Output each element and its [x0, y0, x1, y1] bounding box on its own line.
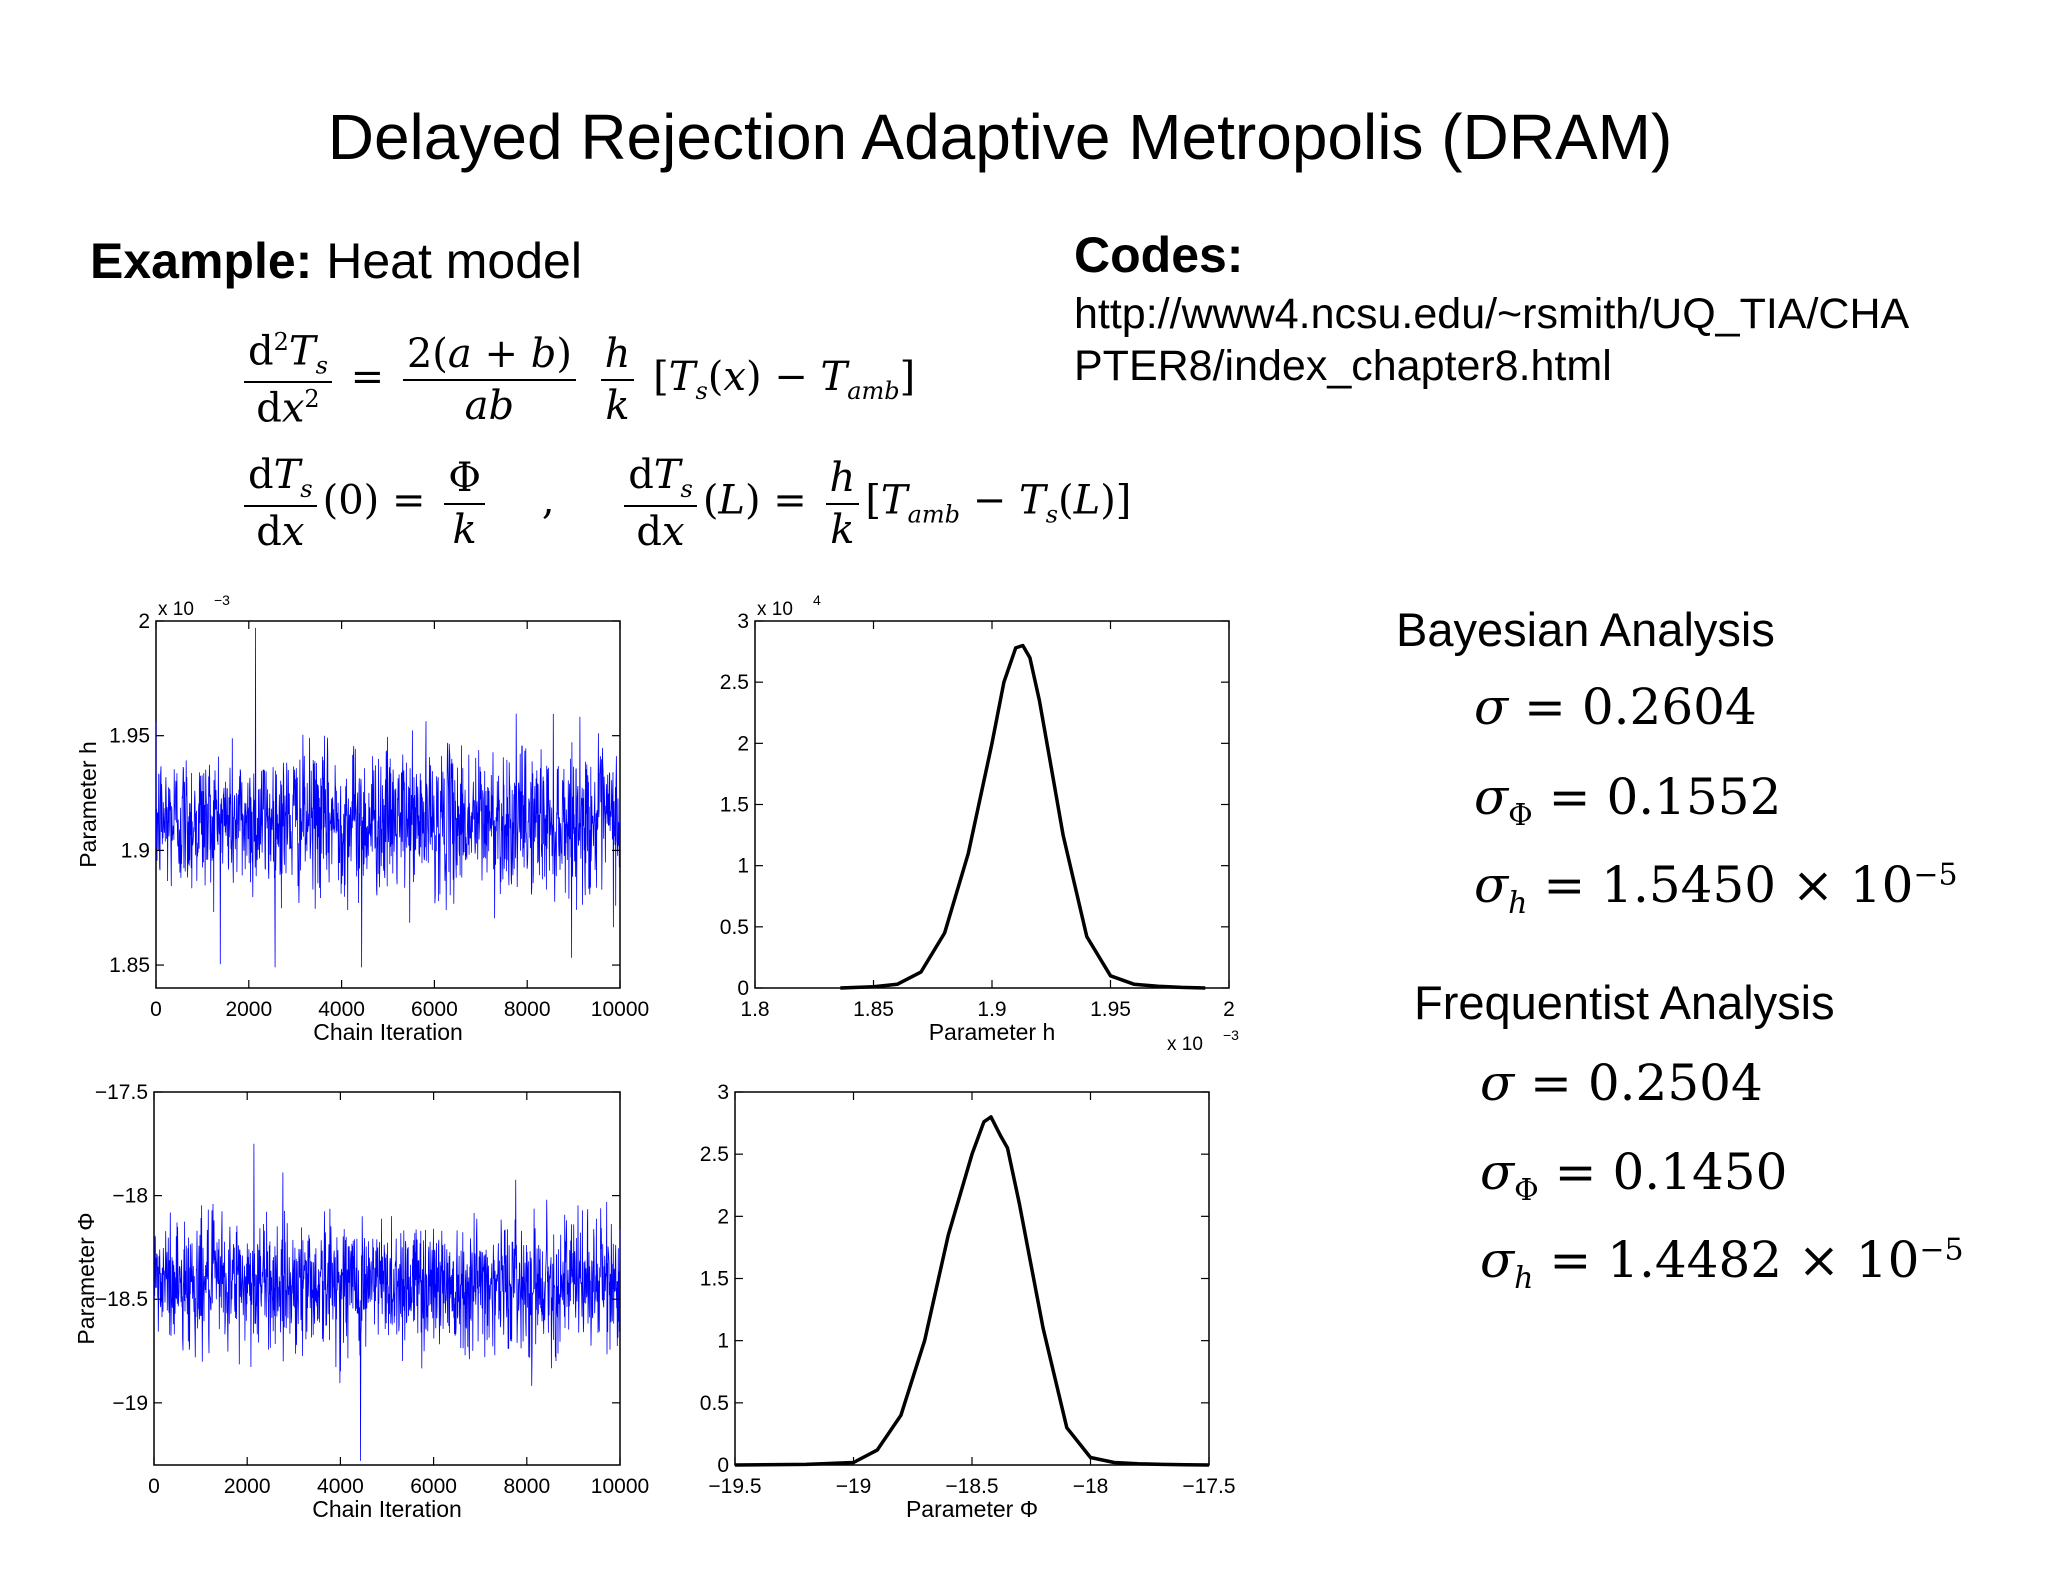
- chart-density_h: 1.8 1.85 1.9 1.95 2 0 0.5 1 1.5 2 2.5 3 Parameter h x…: [720, 592, 1239, 1055]
- x-tick-label: −18: [1073, 1475, 1109, 1498]
- charts-canvas: 0 2000 4000 6000 8000 100001.851.91.952Chain …: [73, 592, 1239, 1522]
- x-tick-label: 1.8: [740, 998, 769, 1021]
- x-tick-label: 1.9: [977, 998, 1006, 1021]
- y-multiplier: x 10: [158, 599, 194, 620]
- y-axis-label: Parameter Φ: [73, 1212, 99, 1344]
- y-tick-label: −18.5: [95, 1288, 148, 1311]
- x-axis-label: Parameter h: [929, 1019, 1056, 1045]
- x-axis-label: Parameter Φ: [906, 1496, 1038, 1522]
- plot-frame: [754, 620, 1230, 989]
- frequentist-sigma-phi: σΦ = 0.1450: [1480, 1143, 1788, 1208]
- x-tick-label: 1.85: [853, 998, 894, 1021]
- y-tick-label: 1: [717, 1330, 729, 1353]
- x-tick-label: 2000: [225, 998, 272, 1021]
- x-tick-label: −19: [836, 1475, 872, 1498]
- frequentist-sigma: σ = 0.2504: [1480, 1054, 1763, 1112]
- y-tick-label: 0: [737, 977, 749, 1000]
- density-curve: [840, 643, 1206, 990]
- bayesian-sigma-h: σh = 1.5450 × 10−5: [1474, 856, 1958, 921]
- x-tick-label: 10000: [591, 998, 649, 1021]
- y-multiplier-exp: 4: [813, 592, 821, 608]
- y-tick-label: 2.5: [700, 1143, 729, 1166]
- y-tick-label: 1: [737, 855, 749, 878]
- chart-chain_h: 0 2000 4000 6000 8000 10000 1.85 1.9 1.95 2 Chain …: [75, 592, 649, 1045]
- x-tick-label: 4000: [318, 998, 365, 1021]
- bayesian-sigma-h-value: 1.5450: [1601, 856, 1777, 914]
- x-axis-label: Chain Iteration: [312, 1496, 462, 1522]
- y-tick-label: 1.95: [109, 725, 150, 748]
- bayesian-analysis-label: Bayesian Analysis: [1396, 603, 1775, 656]
- codes-url-line2[interactable]: PTER8/index_chapter8.html: [1074, 342, 1612, 390]
- x-tick-label: 0: [148, 1475, 160, 1498]
- bayesian-sigma-value: 0.2604: [1581, 678, 1757, 736]
- x-tick-label: 6000: [410, 1475, 457, 1498]
- y-tick-label: 0.5: [700, 1392, 729, 1415]
- plot-frame: [734, 1091, 1210, 1466]
- slide-title: Delayed Rejection Adaptive Metropolis (D…: [327, 101, 1673, 173]
- codes-url-line1[interactable]: http://www4.ncsu.edu/~rsmith/UQ_TIA/CHA: [1074, 290, 1910, 338]
- x-axis-label: Chain Iteration: [313, 1019, 463, 1045]
- y-tick-label: 1.85: [109, 954, 150, 977]
- example-label: Example:: [90, 233, 313, 289]
- y-multiplier: x 10: [757, 599, 793, 620]
- example-text: Heat model: [326, 233, 582, 289]
- bayesian-sigma: σ = 0.2604: [1474, 678, 1757, 736]
- x-tick-label: 2000: [224, 1475, 271, 1498]
- x-tick-label: 4000: [317, 1475, 364, 1498]
- example-heading: Example: Heat model: [90, 232, 582, 290]
- frequentist-sigma-h: σh = 1.4482 × 10−5: [1480, 1231, 1964, 1296]
- frequentist-sigma-phi-value: 0.1450: [1612, 1143, 1788, 1201]
- y-tick-label: 0.5: [720, 916, 749, 939]
- y-tick-label: 2.5: [720, 671, 749, 694]
- codes-url[interactable]: http://www4.ncsu.edu/~rsmith/UQ_TIA/CHA …: [1074, 288, 2004, 392]
- x-tick-label: −19.5: [708, 1475, 761, 1498]
- x-tick-label: −18.5: [945, 1475, 998, 1498]
- density-curve: [734, 1115, 1210, 1467]
- y-tick-label: 2: [138, 610, 150, 633]
- x-multiplier: x 10: [1167, 1034, 1203, 1055]
- y-tick-label: 0: [717, 1454, 729, 1477]
- y-tick-label: 3: [737, 610, 749, 633]
- chart-chain_phi: 0 2000 4000 6000 8000 10000 −17.5 −18 −18.5 −19 Ch…: [73, 1081, 649, 1522]
- bayesian-sigma-phi-value: 0.1552: [1606, 768, 1782, 826]
- x-tick-label: −17.5: [1182, 1475, 1235, 1498]
- trace-series: [153, 1143, 621, 1461]
- x-tick-label: 8000: [503, 1475, 550, 1498]
- trace-series: [155, 627, 621, 968]
- frequentist-sigma-value: 0.2504: [1587, 1054, 1763, 1112]
- y-axis-label: Parameter h: [75, 741, 101, 868]
- frequentist-analysis-label: Frequentist Analysis: [1414, 976, 1835, 1029]
- y-tick-label: 2: [717, 1205, 729, 1228]
- x-multiplier-exp: −3: [1223, 1027, 1239, 1043]
- y-tick-label: −18: [112, 1185, 148, 1208]
- frequentist-sigma-h-value: 1.4482: [1607, 1231, 1783, 1289]
- y-tick-label: 1.5: [700, 1268, 729, 1291]
- y-tick-label: −19: [112, 1392, 148, 1415]
- x-tick-label: 0: [150, 998, 162, 1021]
- x-tick-label: 1.95: [1090, 998, 1131, 1021]
- y-tick-label: 2: [737, 732, 749, 755]
- bayesian-sigma-h-exp: −5: [1913, 857, 1958, 893]
- x-tick-label: 10000: [591, 1475, 649, 1498]
- y-tick-label: 1.9: [121, 839, 150, 862]
- y-tick-label: 1.5: [720, 794, 749, 817]
- x-tick-label: 2: [1223, 998, 1235, 1021]
- chart-density_phi: −19.5 −19 −18.5 −18 −17.5 0 0.5 1 1.5 2 2.5 3 Parame…: [700, 1081, 1236, 1522]
- bayesian-sigma-phi: σΦ = 0.1552: [1474, 768, 1782, 833]
- frequentist-sigma-h-exp: −5: [1919, 1232, 1964, 1268]
- y-multiplier-exp: −3: [214, 592, 230, 608]
- y-tick-label: −17.5: [95, 1081, 148, 1104]
- x-tick-label: 8000: [504, 998, 551, 1021]
- x-tick-label: 6000: [411, 998, 458, 1021]
- y-tick-label: 3: [717, 1081, 729, 1104]
- codes-label: Codes:: [1074, 227, 1244, 283]
